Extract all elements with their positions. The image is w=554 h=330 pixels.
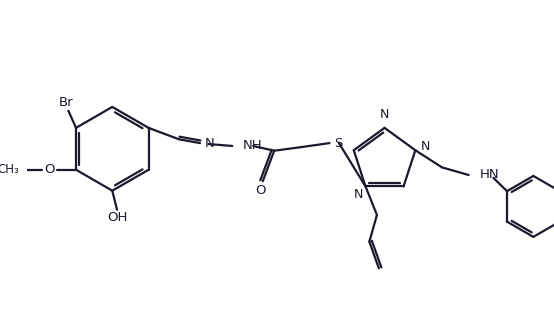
Text: N: N [380, 108, 389, 121]
Text: CH₃: CH₃ [0, 163, 19, 176]
Text: O: O [255, 184, 266, 197]
Text: OH: OH [107, 211, 127, 224]
Text: Br: Br [59, 96, 74, 109]
Text: N: N [421, 140, 430, 153]
Text: N: N [354, 188, 363, 201]
Text: NH: NH [243, 140, 263, 152]
Text: O: O [44, 163, 55, 176]
Text: S: S [334, 137, 342, 149]
Text: HN: HN [480, 169, 500, 182]
Text: N: N [205, 137, 214, 149]
